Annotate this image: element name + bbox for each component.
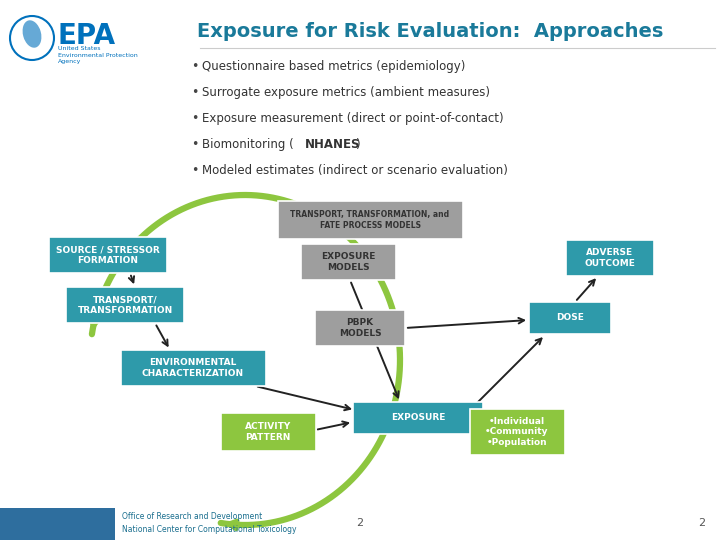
Text: •: • [192,60,199,73]
Text: 2: 2 [698,518,705,528]
FancyBboxPatch shape [49,237,167,273]
Text: NHANES: NHANES [305,138,361,151]
FancyBboxPatch shape [220,413,315,451]
Text: ADVERSE
OUTCOME: ADVERSE OUTCOME [585,248,636,268]
Circle shape [10,16,54,60]
Text: EXPOSURE: EXPOSURE [391,414,445,422]
FancyBboxPatch shape [469,409,564,455]
Text: Modeled estimates (indirect or scenario evaluation): Modeled estimates (indirect or scenario … [202,164,508,177]
Ellipse shape [22,21,42,48]
Text: ENVIRONMENTAL
CHARACTERIZATION: ENVIRONMENTAL CHARACTERIZATION [142,359,244,377]
FancyBboxPatch shape [529,302,611,334]
Text: Questionnaire based metrics (epidemiology): Questionnaire based metrics (epidemiolog… [202,60,465,73]
Text: PBPK
MODELS: PBPK MODELS [338,318,382,338]
Text: Office of Research and Development
National Center for Computational Toxicology: Office of Research and Development Natio… [122,512,297,534]
Text: Biomonitoring (: Biomonitoring ( [202,138,294,151]
Text: TRANSPORT/
TRANSFORMATION: TRANSPORT/ TRANSFORMATION [77,295,173,315]
Text: SOURCE / STRESSOR
FORMATION: SOURCE / STRESSOR FORMATION [56,245,160,265]
FancyBboxPatch shape [300,244,395,280]
FancyBboxPatch shape [66,287,184,323]
FancyBboxPatch shape [120,350,266,386]
Text: DOSE: DOSE [556,314,584,322]
Text: ACTIVITY
PATTERN: ACTIVITY PATTERN [245,422,291,442]
FancyBboxPatch shape [566,240,654,276]
Text: 2: 2 [356,518,364,528]
Text: •: • [192,138,199,151]
Text: Exposure measurement (direct or point-of-contact): Exposure measurement (direct or point-of… [202,112,503,125]
Text: ): ) [355,138,359,151]
Text: EXPOSURE
MODELS: EXPOSURE MODELS [321,252,375,272]
FancyBboxPatch shape [353,402,483,434]
Text: TRANSPORT, TRANSFORMATION, and
FATE PROCESS MODELS: TRANSPORT, TRANSFORMATION, and FATE PROC… [290,210,449,230]
Text: EPA: EPA [58,22,116,50]
FancyBboxPatch shape [277,201,462,239]
Bar [0,508,115,540]
Bar [0,0,155,100]
Text: Surrogate exposure metrics (ambient measures): Surrogate exposure metrics (ambient meas… [202,86,490,99]
Text: •: • [192,164,199,177]
Text: •: • [192,112,199,125]
Text: •Individual
•Community
•Population: •Individual •Community •Population [485,417,549,447]
Text: •: • [192,86,199,99]
Text: United States
Environmental Protection
Agency: United States Environmental Protection A… [58,46,138,64]
FancyBboxPatch shape [315,310,405,346]
Text: Exposure for Risk Evaluation:  Approaches: Exposure for Risk Evaluation: Approaches [197,22,663,41]
